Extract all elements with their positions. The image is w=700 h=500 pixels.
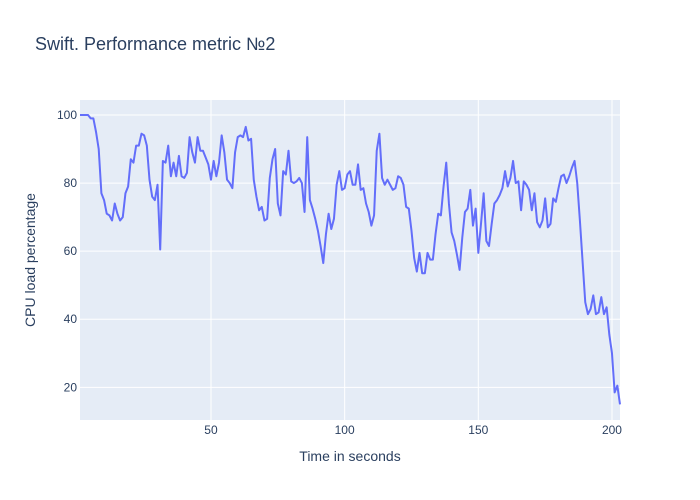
cpu-load-series-line (80, 113, 621, 405)
y-axis-tick-labels: 20 40 60 80 100 (57, 108, 77, 394)
y-tick-label: 40 (64, 312, 78, 326)
y-gridlines (80, 114, 620, 388)
y-axis-title: CPU load percentage (22, 193, 38, 327)
x-axis-tick-labels: 50 100 150 200 (204, 423, 622, 437)
y-tick-label: 60 (64, 244, 78, 258)
plot-area-background (80, 100, 620, 420)
x-tick-label: 100 (335, 423, 355, 437)
y-tick-label: 80 (64, 176, 78, 190)
chart-title: Swift. Performance metric №2 (35, 34, 275, 54)
x-tick-label: 150 (468, 423, 488, 437)
x-tick-label: 50 (204, 423, 218, 437)
y-tick-label: 100 (57, 108, 77, 122)
y-tick-label: 20 (64, 380, 78, 394)
x-axis-title: Time in seconds (299, 448, 400, 464)
x-tick-label: 200 (602, 423, 622, 437)
